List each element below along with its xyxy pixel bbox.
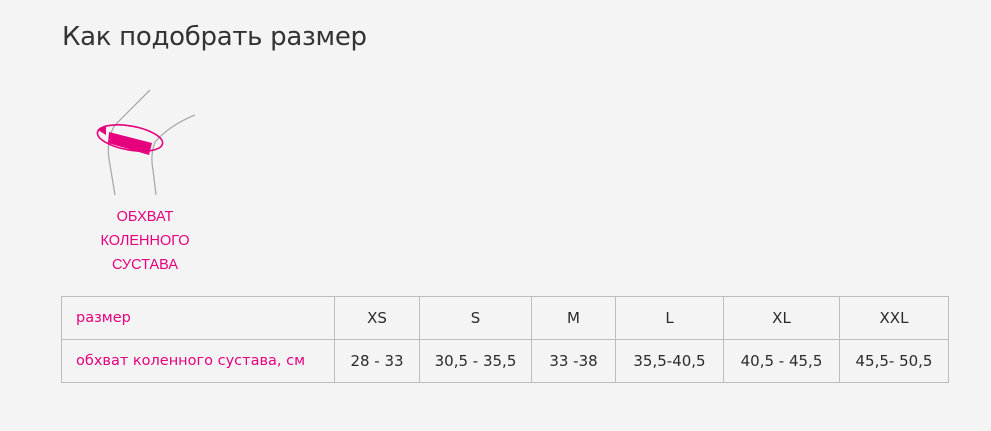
caption-line: ОБХВАТ bbox=[116, 209, 174, 225]
range-cell: 28 - 33 bbox=[334, 339, 420, 383]
range-cell: 45,5- 50,5 bbox=[839, 339, 949, 383]
knee-measure-illustration bbox=[96, 89, 196, 196]
row-label: размер bbox=[61, 296, 335, 340]
size-cell: L bbox=[615, 296, 724, 340]
size-cell: S bbox=[419, 296, 532, 340]
row-label: обхват коленного сустава, см bbox=[61, 339, 335, 383]
caption-line: КОЛЕННОГО bbox=[100, 233, 190, 249]
table-row: размер XS S M L XL XXL bbox=[61, 296, 949, 340]
size-table: размер XS S M L XL XXL обхват коленного … bbox=[61, 296, 949, 383]
range-cell: 40,5 - 45,5 bbox=[723, 339, 840, 383]
caption-line: СУСТАВА bbox=[111, 257, 179, 273]
range-cell: 35,5-40,5 bbox=[615, 339, 724, 383]
table-row: обхват коленного сустава, см 28 - 33 30,… bbox=[61, 339, 949, 383]
size-cell: XXL bbox=[839, 296, 949, 340]
size-cell: XS bbox=[334, 296, 420, 340]
range-cell: 30,5 - 35,5 bbox=[419, 339, 532, 383]
page-title: Как подобрать размер bbox=[62, 22, 367, 52]
size-cell: M bbox=[531, 296, 616, 340]
size-cell: XL bbox=[723, 296, 840, 340]
range-cell: 33 -38 bbox=[531, 339, 616, 383]
knee-circumference-caption: ОБХВАТ КОЛЕННОГО СУСТАВА bbox=[80, 205, 210, 277]
